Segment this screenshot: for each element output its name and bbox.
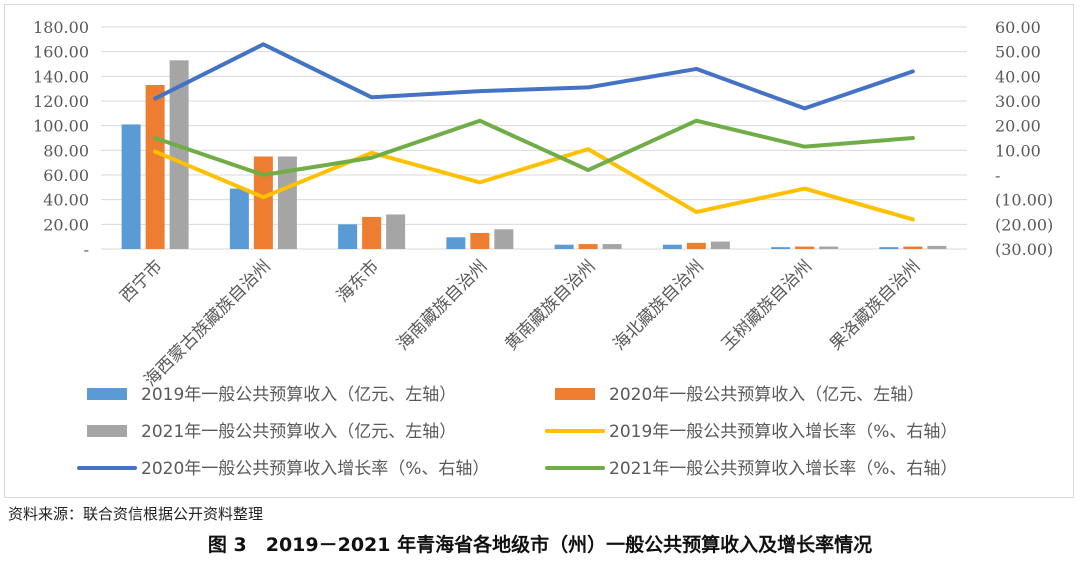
left-tick-label: 100.00 <box>33 117 89 136</box>
left-tick-label: 180.00 <box>33 18 89 37</box>
category-label: 海北藏族自治州 <box>610 256 708 354</box>
category-label: 海东市 <box>333 256 383 306</box>
figure-caption: 图 3 2019－2021 年青海省各地级市（州）一般公共预算收入及增长率情况 <box>207 534 873 556</box>
right-tick-label: 20.00 <box>995 117 1041 136</box>
bar <box>386 214 406 249</box>
left-tick-label: 160.00 <box>33 43 89 62</box>
bar <box>494 229 514 249</box>
legend-label: 2020年一般公共预算收入（亿元、左轴） <box>609 385 924 405</box>
legend-swatch <box>87 388 127 400</box>
right-tick-label: 40.00 <box>995 67 1041 86</box>
bar <box>338 224 358 249</box>
left-tick-label: 80.00 <box>43 141 89 160</box>
legend-label: 2020年一般公共预算收入增长率（%、右轴） <box>141 459 489 479</box>
category-label: 海西蒙古族藏族自治州 <box>141 256 275 390</box>
bar <box>470 232 490 249</box>
right-tick-label: (20.00) <box>995 215 1053 234</box>
legend-label: 2019年一般公共预算收入增长率（%、右轴） <box>609 422 957 442</box>
legend-label: 2021年一般公共预算收入增长率（%、右轴） <box>609 459 957 479</box>
right-tick-label: 50.00 <box>995 43 1041 62</box>
bar <box>819 246 839 249</box>
lines <box>153 42 915 222</box>
bar <box>795 246 815 249</box>
left-axis-ticks: - 20.00 40.00 60.00 80.00 100.00 120.00 140.00 1… <box>33 18 89 259</box>
legend: 2019年一般公共预算收入（亿元、左轴） 2020年一般公共预算收入（亿元、左轴）… <box>77 385 957 479</box>
right-axis-ticks: (30.00) (20.00) (10.00) - 10.00 20.00 30.00 40.… <box>995 18 1053 259</box>
bar <box>253 156 273 249</box>
bar <box>554 244 574 249</box>
category-label: 玉树藏族自治州 <box>718 256 816 354</box>
category-label: 黄南藏族自治州 <box>501 256 599 354</box>
bar <box>662 244 682 249</box>
bar <box>169 60 189 249</box>
chart-frame: - 20.00 40.00 60.00 80.00 100.00 120.00 140.00 1… <box>4 4 1074 498</box>
bar <box>578 244 598 249</box>
right-tick-label: - <box>995 166 1000 185</box>
bar <box>771 247 791 249</box>
left-tick-label: 140.00 <box>33 67 89 86</box>
right-tick-label: 10.00 <box>995 141 1041 160</box>
left-tick-label: - <box>84 240 89 259</box>
bar <box>710 241 730 249</box>
right-tick-label: 60.00 <box>995 18 1041 37</box>
category-label: 西宁市 <box>116 256 166 306</box>
series-line <box>153 42 915 111</box>
bars <box>121 60 947 249</box>
category-label: 海南藏族自治州 <box>393 256 491 354</box>
legend-swatch <box>555 388 595 400</box>
legend-label: 2021年一般公共预算收入（亿元、左轴） <box>141 422 456 442</box>
left-tick-label: 40.00 <box>43 191 89 210</box>
bar <box>879 247 899 249</box>
legend-label: 2019年一般公共预算收入（亿元、左轴） <box>141 385 456 405</box>
legend-swatch <box>87 425 127 437</box>
right-tick-label: (10.00) <box>995 191 1053 210</box>
bar <box>602 244 622 249</box>
bar <box>927 245 947 249</box>
left-tick-label: 20.00 <box>43 215 89 234</box>
source-note: 资料来源：联合资信根据公开资料整理 <box>8 505 264 523</box>
right-tick-label: (30.00) <box>995 240 1053 259</box>
left-tick-label: 120.00 <box>33 92 89 111</box>
bar <box>277 156 297 249</box>
bar <box>362 216 382 249</box>
bar <box>145 84 165 249</box>
series-line <box>153 147 915 222</box>
right-tick-label: 30.00 <box>995 92 1041 111</box>
bar <box>121 124 141 249</box>
bar <box>686 242 706 249</box>
bar <box>446 237 466 249</box>
left-tick-label: 60.00 <box>43 166 89 185</box>
bar <box>229 188 249 249</box>
series-line <box>153 118 915 177</box>
bar <box>903 246 923 249</box>
chart: - 20.00 40.00 60.00 80.00 100.00 120.00 140.00 1… <box>33 18 1053 479</box>
category-label: 果洛藏族自治州 <box>826 256 924 354</box>
